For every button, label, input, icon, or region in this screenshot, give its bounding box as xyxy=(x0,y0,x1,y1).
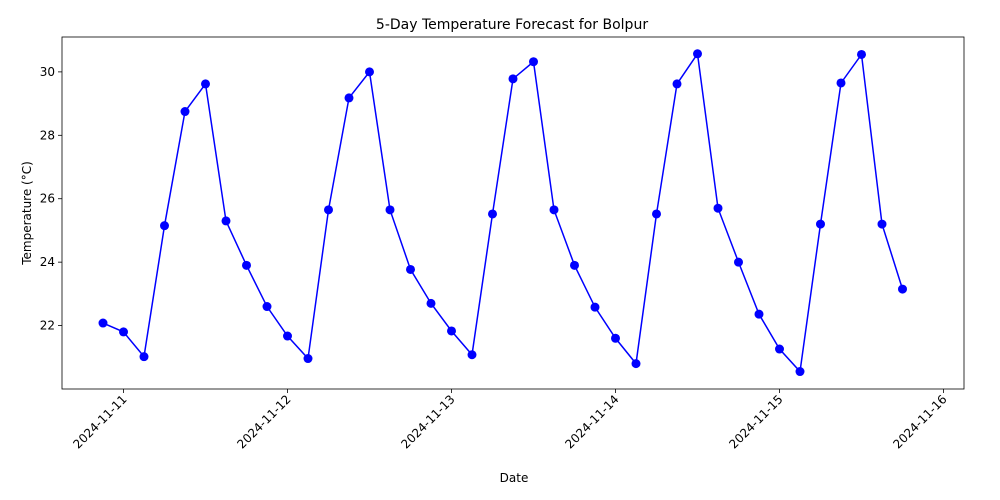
data-point xyxy=(447,326,456,336)
x-tick-label: 2024-11-15 xyxy=(726,392,785,451)
x-tick-label: 2024-11-16 xyxy=(890,392,949,451)
data-point xyxy=(488,209,497,219)
series-line xyxy=(102,51,904,374)
data-point xyxy=(201,79,210,89)
y-axis-label: Temperature (°C) xyxy=(20,161,34,266)
data-point xyxy=(262,302,272,312)
x-tick-label: 2024-11-14 xyxy=(562,392,621,451)
data-point xyxy=(529,57,538,67)
data-point xyxy=(426,298,436,308)
data-point xyxy=(754,309,764,319)
data-point xyxy=(857,49,866,59)
data-point xyxy=(119,327,128,337)
x-tick-label: 2024-11-12 xyxy=(234,392,293,451)
y-axis: 22 24 26 28 30 xyxy=(40,65,62,333)
data-point xyxy=(898,284,907,294)
data-point xyxy=(611,333,620,343)
x-axis-label: Date xyxy=(500,471,529,485)
data-point xyxy=(877,219,887,229)
data-point xyxy=(385,205,395,215)
x-axis: 2024-11-11 2024-11-12 2024-11-13 2024-11-14… xyxy=(70,389,950,451)
data-point xyxy=(816,219,825,229)
data-point xyxy=(139,352,149,362)
data-point xyxy=(180,107,190,117)
y-tick-label: 26 xyxy=(40,192,55,206)
data-point xyxy=(734,257,743,267)
data-point xyxy=(283,331,292,341)
plot-area xyxy=(98,49,907,377)
data-point xyxy=(303,354,313,364)
data-point xyxy=(508,74,518,84)
chart-title: 5-Day Temperature Forecast for Bolpur xyxy=(376,17,648,33)
data-point xyxy=(549,205,559,215)
y-tick-label: 28 xyxy=(40,128,55,142)
data-point xyxy=(221,216,231,226)
data-point xyxy=(590,302,600,312)
data-point xyxy=(160,221,169,231)
data-point xyxy=(365,67,374,77)
data-point xyxy=(467,350,477,360)
y-tick-label: 22 xyxy=(40,319,55,333)
data-point xyxy=(836,78,846,88)
data-point xyxy=(713,203,723,213)
data-point xyxy=(631,359,641,369)
data-point xyxy=(672,79,682,89)
data-point xyxy=(324,205,333,215)
data-point xyxy=(795,367,805,377)
data-point xyxy=(693,49,702,59)
data-point xyxy=(98,318,108,328)
data-point xyxy=(344,93,354,103)
data-point xyxy=(775,344,784,354)
axes-frame xyxy=(61,36,965,390)
data-point xyxy=(242,260,251,270)
x-tick-label: 2024-11-11 xyxy=(70,392,129,451)
data-point xyxy=(406,264,415,274)
y-tick-label: 30 xyxy=(40,65,55,79)
data-point xyxy=(652,209,661,219)
y-tick-label: 24 xyxy=(40,255,55,269)
data-point xyxy=(570,260,579,270)
x-tick-label: 2024-11-13 xyxy=(398,392,457,451)
